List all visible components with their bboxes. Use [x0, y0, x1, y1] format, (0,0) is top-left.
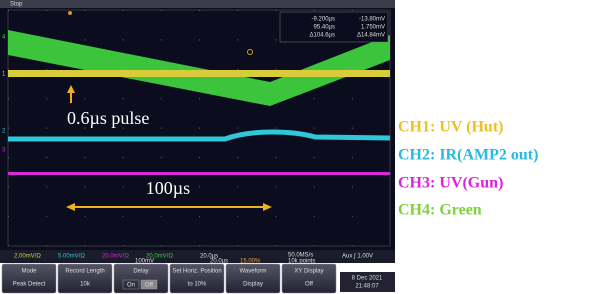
date: 8 Dec 2021 — [352, 276, 383, 282]
legend-entry: CH4: Green — [398, 202, 482, 219]
legend: CH1: UV (Hut) CH2: IR(AMP2 out) CH3: UV(… — [398, 119, 538, 219]
readout: 95.40µs — [314, 25, 335, 31]
menu-title: Delay — [133, 269, 148, 275]
trace-ch1 — [8, 70, 390, 77]
menu-option: On — [127, 283, 135, 289]
aux: 100mV — [135, 259, 154, 265]
status: Stop — [10, 2, 23, 8]
pulse-label: 0.6µs pulse — [67, 108, 149, 128]
readout: 1.750mV — [361, 25, 385, 31]
trace-ch3 — [8, 172, 390, 175]
legend-entry: CH2: IR(AMP2 out) — [398, 147, 538, 164]
menu-value: Peak Detect — [13, 282, 46, 288]
menu-option: Off — [145, 283, 153, 289]
menu: Mode Peak Detect Record Length 10k Delay On Of… — [2, 264, 336, 293]
menu-value: 10k — [80, 282, 91, 288]
menu-title: Record Length — [65, 269, 104, 275]
menu-title: Set Horiz. Position — [172, 269, 221, 275]
time: 21:48:07 — [355, 284, 379, 290]
trigger: Aux ∫ 1.00V — [342, 253, 373, 260]
legend-entry: CH1: UV (Hut) — [398, 119, 503, 136]
menu-value: to 10% — [188, 282, 207, 288]
trigger-marker — [68, 11, 72, 15]
capture: Stop 4 1 2 3 -9.200µs -13.80mV 95.40µs 1… — [0, 0, 605, 294]
menu-title: XY Display — [294, 269, 323, 275]
readout: -13.80mV — [359, 17, 385, 23]
menu-title: Waveform — [239, 269, 266, 275]
top-bar — [0, 0, 395, 8]
delay: 20.0µs — [210, 259, 228, 265]
menu-title: Mode — [21, 269, 37, 275]
readout: -9.200µs — [312, 17, 335, 23]
readout: Δ104.6µs — [310, 33, 335, 39]
position: 15.00% — [240, 259, 261, 265]
ch-scale: 20.0mV/Ω — [102, 254, 129, 260]
ch-scale: 5.00mV/Ω — [58, 254, 85, 260]
ch-scale: 2.00mV/Ω — [14, 254, 41, 260]
page: Stop 4 1 2 3 -9.200µs -13.80mV 95.40µs 1… — [0, 0, 605, 294]
readout: Δ14.84mV — [357, 33, 385, 39]
record: 10k points — [288, 259, 315, 265]
legend-entry: CH3: UV(Gun) — [398, 175, 503, 192]
span-label: 100µs — [146, 178, 190, 198]
menu-value: Off — [305, 282, 313, 288]
menu-value: Display — [243, 282, 263, 288]
